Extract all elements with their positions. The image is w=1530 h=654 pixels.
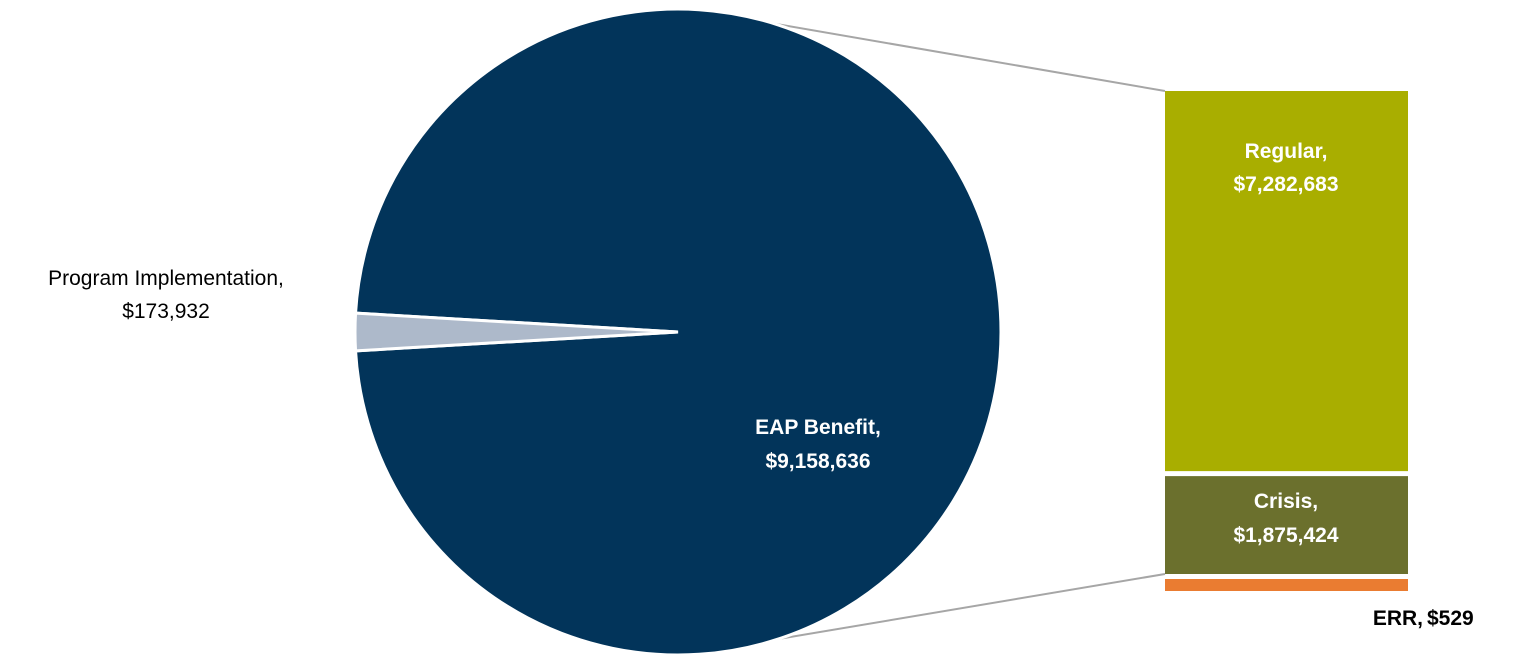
crisis-value: $1,875,424 xyxy=(1233,524,1338,547)
program-implementation-value: $173,932 xyxy=(122,300,210,323)
err-value: $529 xyxy=(1427,607,1474,630)
pie-slice-eap-benefit xyxy=(353,7,1003,654)
regular-label: Regular, xyxy=(1245,140,1328,163)
program-implementation-label: Program Implementation, xyxy=(48,267,284,290)
pie-slice-program-implementation xyxy=(353,311,679,353)
stack-segment-err xyxy=(1165,579,1408,591)
eap-benefit-value: $9,158,636 xyxy=(765,450,870,473)
regular-value: $7,282,683 xyxy=(1233,173,1338,196)
stack-segment-crisis xyxy=(1165,476,1408,574)
crisis-label: Crisis, xyxy=(1254,490,1318,513)
stack-segment-regular xyxy=(1165,91,1408,472)
eap-benefit-label: EAP Benefit, xyxy=(755,416,881,439)
err-label: ERR, xyxy=(1373,607,1423,630)
